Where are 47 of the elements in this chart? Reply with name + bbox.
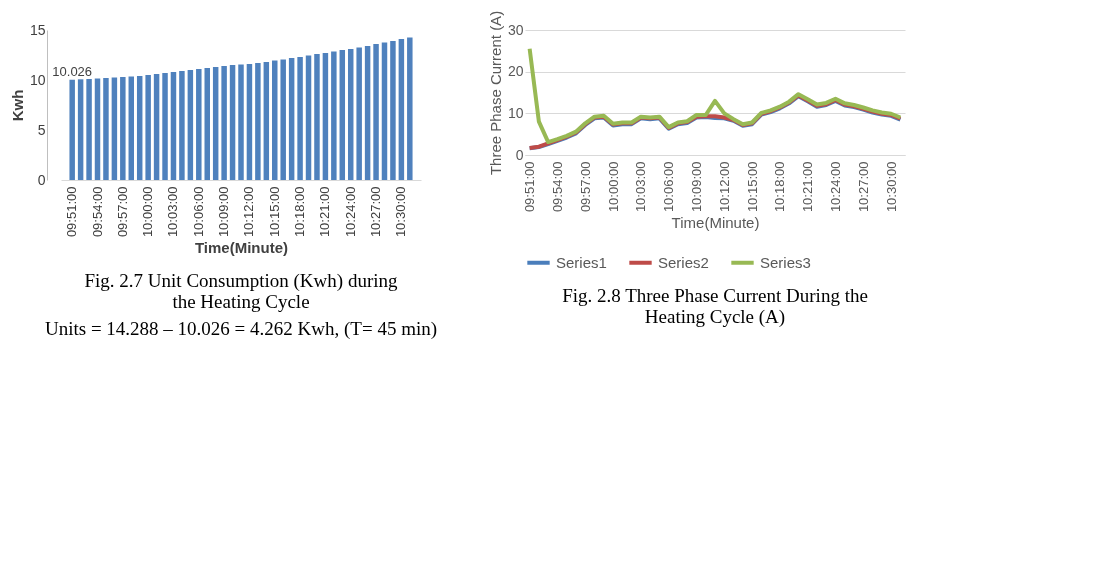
x-tick-label: 10:12:00 — [241, 186, 257, 238]
x-tick-label: 10:24:00 — [342, 186, 358, 238]
legend-label: Series3 — [760, 253, 811, 271]
y-tick-label: 10 — [507, 104, 524, 121]
x-tick-label: 10:30:00 — [883, 161, 899, 213]
x-tick-label: 09:54:00 — [549, 161, 565, 213]
text: Fig. 2.8 Three Phase Current During the Heating Cycle (A) — [562, 285, 868, 328]
x-tick-label: 10:24:00 — [827, 161, 843, 213]
x-tick-label: 10:03:00 — [165, 186, 181, 238]
x-tick-label: 10:06:00 — [190, 186, 206, 238]
x-tick-label: 10:15:00 — [266, 186, 282, 238]
y-tick-label: 30 — [507, 21, 524, 38]
x-tick-label: 10:21:00 — [317, 186, 333, 238]
x-tick-label: 10:15:00 — [744, 161, 760, 213]
x-tick-label: 10:12:00 — [716, 161, 732, 213]
y-tick-label: 0 — [37, 171, 46, 188]
x-tick-label: 09:54:00 — [89, 186, 105, 238]
x-tick-label: 10:18:00 — [772, 161, 788, 213]
y-tick-label: 10 — [29, 71, 46, 88]
x-tick-label: 10:09:00 — [688, 161, 704, 213]
y-tick-label: 5 — [37, 121, 46, 138]
x-tick-label: 10:30:00 — [393, 186, 409, 238]
x-tick-label: 10:00:00 — [140, 186, 156, 238]
legend-label: Series2 — [658, 253, 709, 271]
x-tick-label: 10:27:00 — [855, 161, 871, 213]
y-tick-label: 15 — [29, 21, 46, 38]
x-tick-label: 10:18:00 — [292, 186, 308, 238]
data-label: 10.026 — [52, 63, 93, 79]
text: Fig. 2.7 Unit Consumption (Kwh) during the Heating Cycle — [84, 269, 398, 312]
y-axis-title: Kwh — [8, 89, 26, 122]
legend-label: Series1 — [556, 253, 607, 271]
x-tick-label: 09:57:00 — [577, 161, 593, 213]
x-tick-label: 10:21:00 — [800, 161, 816, 213]
x-axis-title: Time(Minute) — [671, 214, 760, 232]
x-tick-label: 09:51:00 — [522, 161, 538, 213]
x-tick-label: 09:57:00 — [114, 186, 130, 238]
x-tick-label: 10:03:00 — [633, 161, 649, 213]
y-axis-title: Three Phase Current (A) — [486, 10, 504, 176]
y-tick-label: 20 — [507, 63, 524, 80]
y-tick-label: 0 — [515, 146, 524, 163]
x-tick-label: 10:09:00 — [216, 186, 232, 238]
x-axis-title: Time(Minute) — [194, 239, 289, 257]
x-tick-label: 10:06:00 — [661, 161, 677, 213]
x-tick-label: 10:00:00 — [605, 161, 621, 213]
x-tick-label: 10:27:00 — [368, 186, 384, 238]
x-tick-label: 09:51:00 — [64, 186, 80, 238]
text: Units = 14.288 – 10.026 = 4.262 Kwh, (T= 45 min) — [44, 317, 438, 340]
